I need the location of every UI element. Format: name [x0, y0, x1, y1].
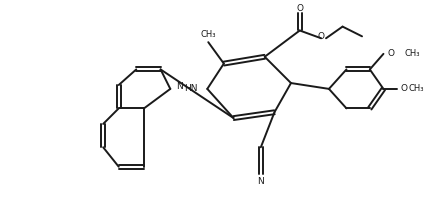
- Text: N: N: [176, 82, 183, 91]
- Text: O: O: [318, 32, 325, 41]
- Text: CH₃: CH₃: [409, 84, 424, 93]
- Text: HN: HN: [184, 84, 198, 93]
- Text: CH₃: CH₃: [201, 30, 216, 39]
- Text: N: N: [257, 177, 264, 186]
- Text: O: O: [388, 49, 394, 58]
- Text: CH₃: CH₃: [405, 49, 420, 58]
- Text: O: O: [296, 4, 303, 13]
- Text: O: O: [401, 84, 408, 93]
